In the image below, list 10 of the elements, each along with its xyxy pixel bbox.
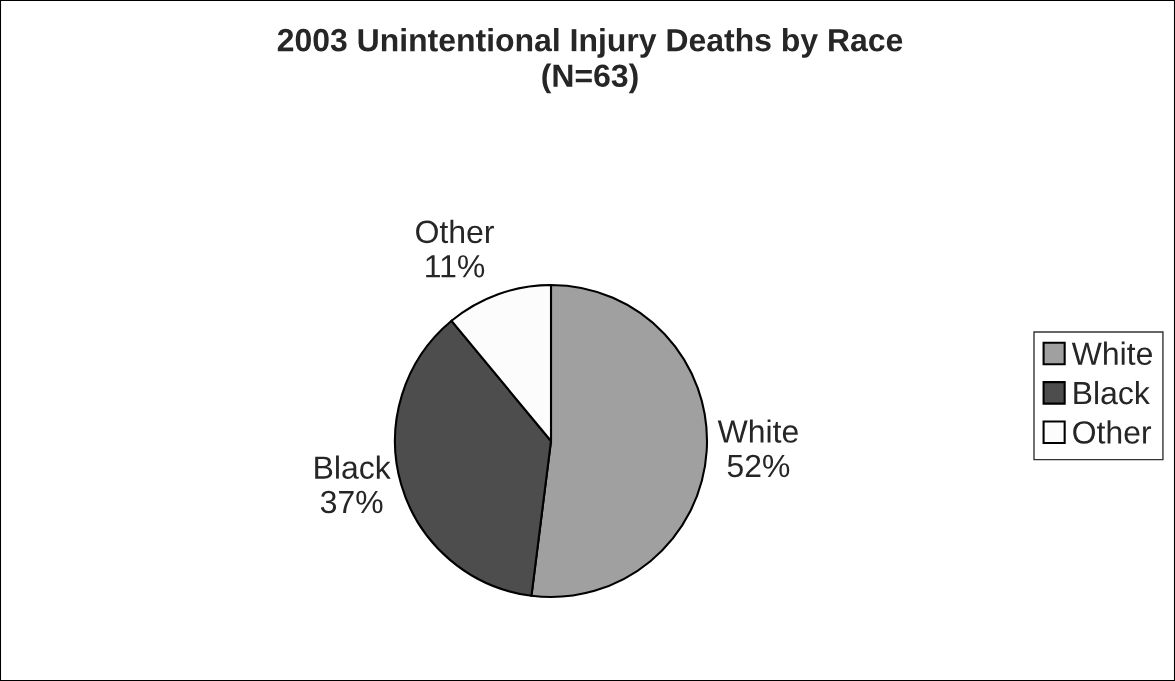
slice-label: Other (416, 219, 494, 244)
legend-label: White (1071, 341, 1152, 366)
legend-label: Other (1073, 420, 1152, 444)
legend-label: Black (1074, 380, 1150, 405)
chart-title: 2003 Unintentional Injury Deaths by Race (N=63) (277, 28, 903, 94)
data-label: 11% (426, 255, 485, 278)
data-label: 52% (727, 454, 790, 478)
slice-label: White (717, 419, 798, 443)
slice-label: Black (315, 455, 391, 479)
data-label: 37% (320, 490, 383, 514)
